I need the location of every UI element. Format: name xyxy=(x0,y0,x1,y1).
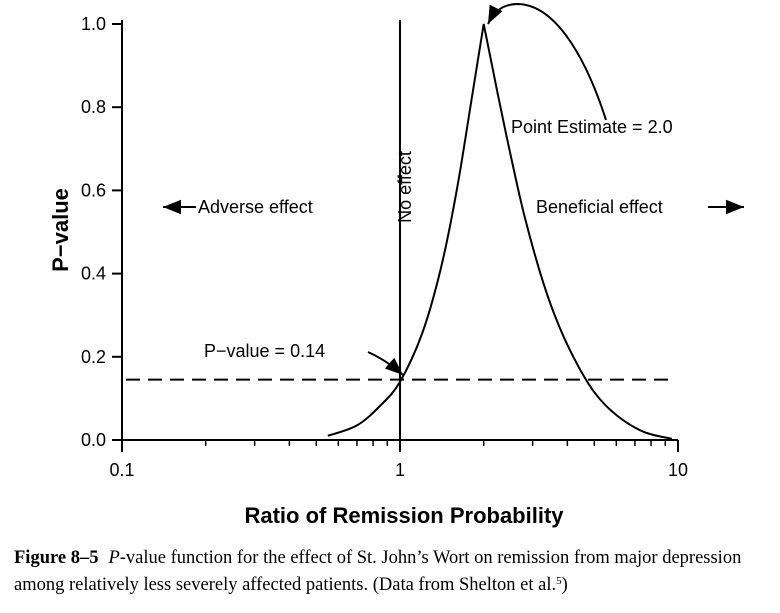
caption-superscript: 5 xyxy=(556,575,562,587)
y-tick-label: 0.2 xyxy=(81,347,106,367)
adverse-effect-label: Adverse effect xyxy=(198,197,313,217)
caption-text: -value function for the effect of St. Jo… xyxy=(14,548,742,595)
p-value-function-chart: 0.0 0.2 0.4 0.6 0.8 1.0 0.1 1 10 Ratio of Remis… xyxy=(48,2,744,528)
x-axis-ticks: 0.1 1 10 xyxy=(109,440,688,480)
caption-italic-p: P xyxy=(108,548,120,568)
y-axis-title: P−value xyxy=(48,188,73,272)
no-effect-label: No effect xyxy=(395,151,415,223)
y-tick-label: 1.0 xyxy=(81,14,106,34)
caption-tail: ) xyxy=(561,575,568,595)
beneficial-effect-label: Beneficial effect xyxy=(536,197,663,217)
x-tick-label: 1 xyxy=(395,460,405,480)
point-estimate-label: Point Estimate = 2.0 xyxy=(511,117,673,137)
p-value-pointer-arrow xyxy=(367,351,404,376)
p-value-function-curve xyxy=(327,23,673,440)
y-tick-label: 0.4 xyxy=(81,264,106,284)
x-tick-label: 10 xyxy=(668,460,688,480)
x-tick-label: 0.1 xyxy=(109,460,134,480)
p-value-label: P−value = 0.14 xyxy=(204,341,325,361)
x-axis-title: Ratio of Remission Probability xyxy=(244,503,564,528)
y-tick-label: 0.0 xyxy=(81,430,106,450)
point-estimate-pointer-arrow xyxy=(487,2,607,121)
caption-figure-label: Figure 8–5 xyxy=(14,548,99,568)
figure-caption: Figure 8–5 P-value function for the effec… xyxy=(14,545,774,599)
y-tick-label: 0.8 xyxy=(81,97,106,117)
y-axis-ticks: 0.0 0.2 0.4 0.6 0.8 1.0 xyxy=(81,14,122,450)
y-tick-label: 0.6 xyxy=(81,180,106,200)
